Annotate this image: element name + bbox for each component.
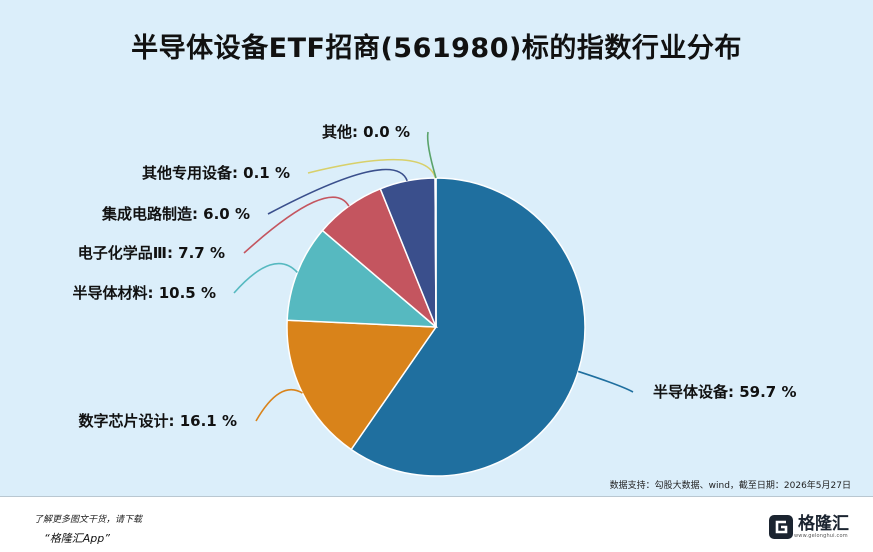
promo-text: 了解更多图文干货，请下载: [34, 515, 143, 525]
slice-label-6: 其他: 0.0 %: [322, 123, 410, 141]
slice-label-1: 数字芯片设计: 16.1 %: [79, 412, 237, 430]
slice-5: [434, 177, 437, 328]
leader-line-4: [267, 168, 408, 215]
source-note: 数据支持：勾股大数据、wind，截至日期：2026年5月27日: [609, 481, 851, 491]
brand-g-icon: [769, 515, 793, 539]
slice-label-4: 集成电路制造: 6.0 %: [101, 205, 250, 223]
slice-0: [350, 177, 586, 477]
brand-name: 格隆汇: [798, 513, 849, 534]
slice-label-5: 其他专用设备: 0.1 %: [142, 164, 290, 182]
brand-url: www.gelonghui.com: [794, 532, 848, 539]
pie-chart: 半导体设备: 59.7 % 数字芯片设计: 16.1 % 半导体材料: 10.5 %…: [73, 123, 796, 477]
chart-title: 半导体设备ETF招商(561980)标的指数行业分布: [131, 33, 742, 64]
leader-line-5: [307, 158, 437, 179]
slice-1: [286, 319, 438, 451]
leader-line-1: [255, 388, 303, 422]
leader-line-6: [426, 131, 437, 179]
leader-line-3: [243, 196, 350, 254]
leader-line-0: [577, 370, 634, 393]
promo-app-name: “格隆汇App”: [44, 532, 110, 545]
slice-label-3: 电子化学品Ⅲ: 7.7 %: [78, 244, 225, 262]
brand-logo: 格隆汇 www.gelonghui.com: [768, 512, 849, 542]
footer-divider: [0, 496, 873, 497]
slice-label-0: 半导体设备: 59.7 %: [653, 383, 796, 401]
leader-line-2: [233, 262, 298, 294]
slice-label-2: 半导体材料: 10.5 %: [73, 284, 216, 302]
